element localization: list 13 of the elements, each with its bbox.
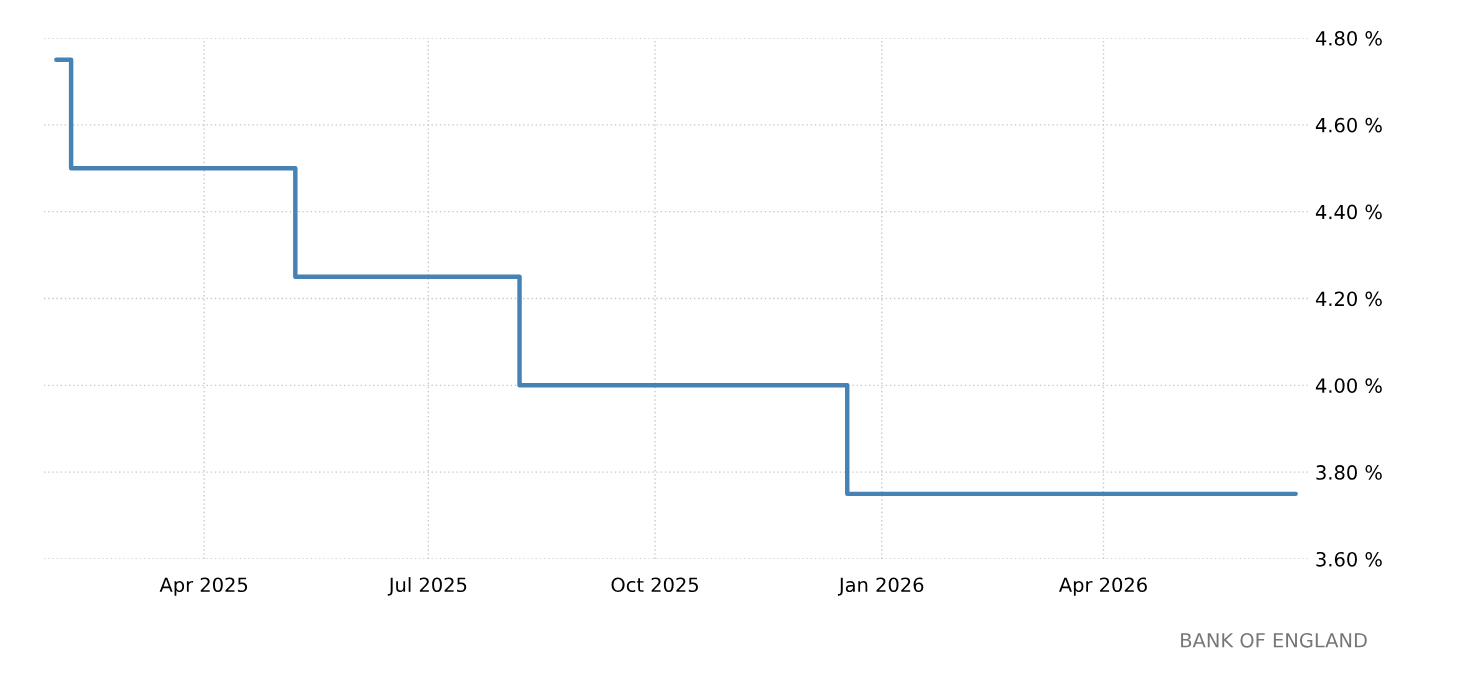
x-tick-label: Apr 2026 [1058,577,1147,596]
y-tick-label: 4.80 % [1315,30,1382,46]
x-tick-label: Apr 2025 [159,577,248,596]
x-tick-label: Oct 2025 [611,577,698,593]
text: BANK OF ENGLAND [1181,632,1367,648]
y-tick-label: 3.60 % [1316,551,1382,567]
y-tick-label: 4.40 % [1315,204,1382,220]
y-tick-label: 4.20 % [1315,291,1382,307]
x-tick-label: Jan 2026 [837,577,924,596]
y-tick-label: 4.60 % [1315,117,1382,133]
y-tick-label: 4.00 % [1315,378,1382,393]
y-tick-label: 3.80 % [1316,465,1382,480]
x-tick-label: Jul 2025 [387,577,467,596]
